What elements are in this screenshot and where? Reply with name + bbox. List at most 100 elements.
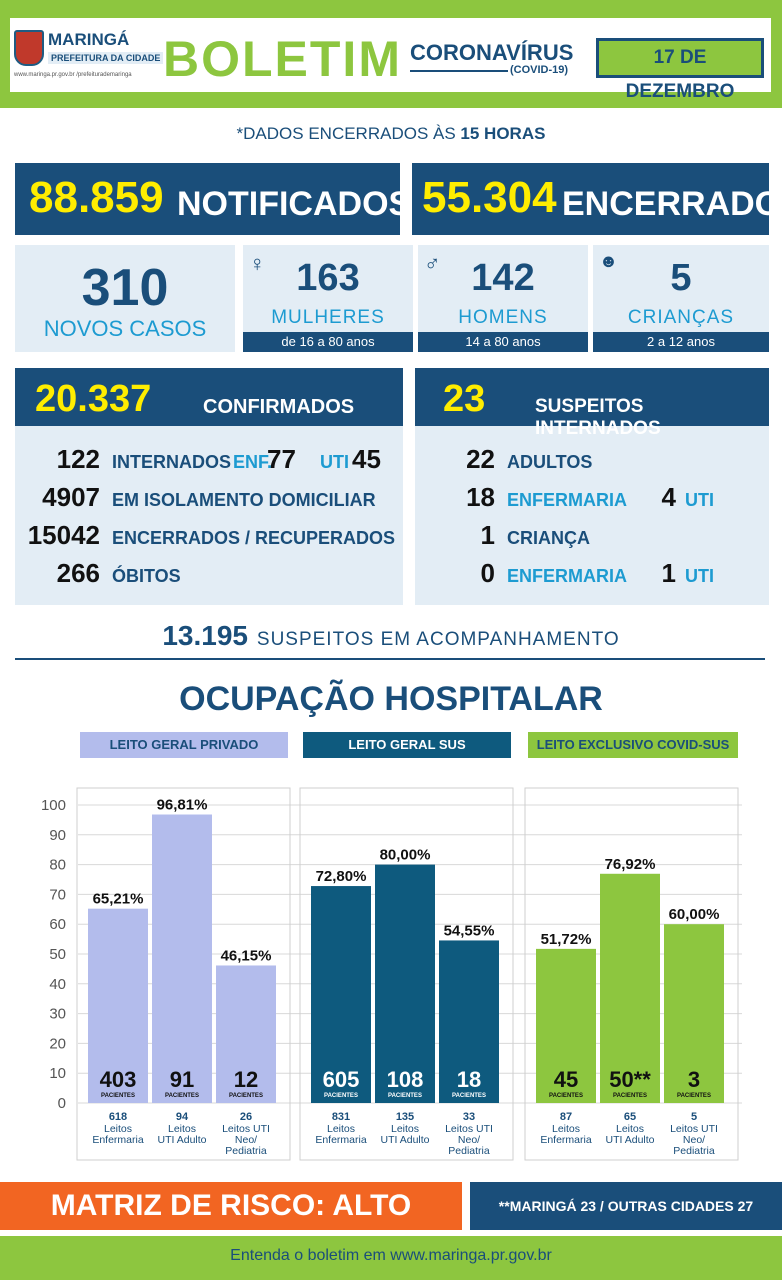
category-label: Leitos UTI (445, 1123, 493, 1135)
bar-value-label: 96,81% (157, 797, 208, 814)
confirmed-number-box (25, 376, 175, 418)
men-number: 142 (471, 257, 535, 299)
bar-value-label: 46,15% (221, 947, 272, 964)
subtitle-divider (410, 70, 508, 72)
follow-up: 13.195 SUSPEITOS EM ACOMPANHAMENTO (0, 620, 782, 652)
bar-value-label: 72,80% (316, 868, 367, 885)
bar (216, 965, 276, 1103)
new-cases-number: 310 (81, 259, 169, 317)
woman-icon: ♀ (249, 251, 266, 276)
closed-box: 55.304 ENCERRADOS (412, 163, 782, 235)
new-cases-card (15, 245, 235, 352)
y-tick-label: 0 (58, 1095, 66, 1112)
category-label: Neo/ (235, 1134, 257, 1146)
women-card: ♀ 163 MULHERES de 16 a 80 anos (243, 245, 413, 352)
suspects-panel: 23 SUSPEITOS INTERNADOS 22 ADULTOS 18 EN… (415, 368, 769, 605)
bar (88, 908, 148, 1103)
closed-label: ENCERRADOS (562, 185, 782, 223)
beds-count: 5 (691, 1111, 697, 1123)
patients-count: 403 (100, 1067, 137, 1092)
deaths-label: ÓBITOS (112, 566, 181, 586)
women-number: 163 (296, 257, 360, 299)
beds-count: 94 (176, 1111, 189, 1123)
patients-word: PACIENTES (165, 1093, 199, 1099)
beds-count: 26 (240, 1111, 252, 1123)
beds-count: 831 (332, 1111, 350, 1123)
closing-note: *DADOS ENCERRADOS ÀS 15 HORAS (0, 124, 782, 144)
adults-icu-number: 4 (661, 482, 676, 512)
children-label: CRIANÇAS (627, 307, 735, 328)
notified-label: NOTIFICADOS (177, 185, 412, 223)
logo-links: www.maringa.pr.gov.br /prefeiturademarin… (14, 72, 132, 78)
isolation-number: 4907 (42, 482, 100, 512)
bar (536, 948, 596, 1103)
women-age: de 16 a 80 anos (243, 332, 413, 352)
child-ward-label: ENFERMARIA (507, 566, 627, 586)
closing-note-prefix: *DADOS ENCERRADOS ÀS (236, 124, 461, 143)
category-label: Neo/ (458, 1134, 480, 1146)
panel-header-private: LEITO GERAL PRIVADO (80, 732, 288, 758)
category-label: Leitos (104, 1123, 132, 1135)
children-card: ☻ 5 CRIANÇAS 2 a 12 anos (593, 245, 769, 352)
patients-word: PACIENTES (388, 1093, 422, 1099)
bar-value-label: 65,21% (93, 891, 144, 908)
patients-count: 50** (609, 1067, 651, 1092)
man-icon: ♂ (424, 251, 441, 276)
confirmed-label: CONFIRMADOS (203, 396, 355, 418)
child-icu-label: UTI (685, 566, 714, 586)
y-tick-label: 80 (49, 857, 66, 874)
category-label: Enfermaria (540, 1134, 592, 1146)
patients-word: PACIENTES (452, 1093, 486, 1099)
bar-value-label: 60,00% (669, 906, 720, 923)
category-label: Leitos (616, 1123, 644, 1135)
icu-number: 45 (352, 444, 381, 474)
notified-number: 88.859 (29, 173, 164, 222)
adults-ward-number: 18 (466, 482, 495, 512)
suspects-number-box (425, 376, 515, 418)
child-label: CRIANÇA (507, 528, 590, 548)
bar (664, 924, 724, 1103)
y-tick-label: 20 (49, 1035, 66, 1052)
hospitalized-label: INTERNADOS (112, 452, 232, 472)
category-label: UTI Adulto (380, 1134, 429, 1146)
occupancy-chart: 010203040506070809010065,21%403PACIENTES… (41, 787, 742, 1161)
recovered-number: 15042 (27, 520, 100, 550)
follow-up-label: SUSPEITOS EM ACOMPANHAMENTO (256, 629, 620, 650)
beds-count: 33 (463, 1111, 475, 1123)
date-badge: 17 DE DEZEMBRO (596, 38, 764, 102)
beds-count: 618 (109, 1111, 127, 1123)
patients-count: 91 (170, 1067, 194, 1092)
recovered-label: ENCERRADOS / RECUPERADOS (112, 528, 396, 548)
adults-icu-label: UTI (685, 490, 714, 510)
icu-label: UTI (320, 452, 349, 472)
hospitalized-number: 122 (56, 444, 100, 474)
y-tick-label: 30 (49, 1006, 66, 1023)
y-tick-label: 50 (49, 946, 66, 963)
category-label: Pediatria (673, 1145, 715, 1157)
y-tick-label: 90 (49, 827, 66, 844)
page-title: BOLETIM (163, 31, 402, 87)
category-label: Leitos (391, 1123, 419, 1135)
adults-number: 22 (466, 444, 495, 474)
patients-count: 12 (234, 1067, 258, 1092)
section-divider (15, 658, 765, 660)
men-card: ♂ 142 HOMENS 14 a 80 anos (418, 245, 588, 352)
bar (600, 873, 660, 1103)
footnote-banner: **MARINGÁ 23 / OUTRAS CIDADES 27 (470, 1182, 782, 1230)
y-tick-label: 40 (49, 976, 66, 993)
panel-frame (524, 787, 739, 1161)
new-cases-label: NOVOS CASOS (43, 316, 207, 341)
category-label: UTI Adulto (157, 1134, 206, 1146)
category-label: Leitos UTI (670, 1123, 718, 1135)
footer-link[interactable]: Entenda o boletim em www.maringa.pr.gov.… (0, 1236, 782, 1280)
bar (439, 940, 499, 1103)
logo-subtitle: PREFEITURA DA CIDADE (48, 52, 164, 64)
children-number: 5 (670, 257, 692, 299)
closed-number: 55.304 (422, 173, 557, 222)
child-number: 1 (480, 520, 495, 550)
closing-note-hour: 15 HORAS (460, 124, 546, 143)
bar (152, 814, 212, 1103)
y-tick-label: 70 (49, 886, 66, 903)
risk-matrix-banner: MATRIZ DE RISCO: ALTO (0, 1182, 462, 1230)
notified-box: 88.859 NOTIFICADOS (15, 163, 411, 235)
